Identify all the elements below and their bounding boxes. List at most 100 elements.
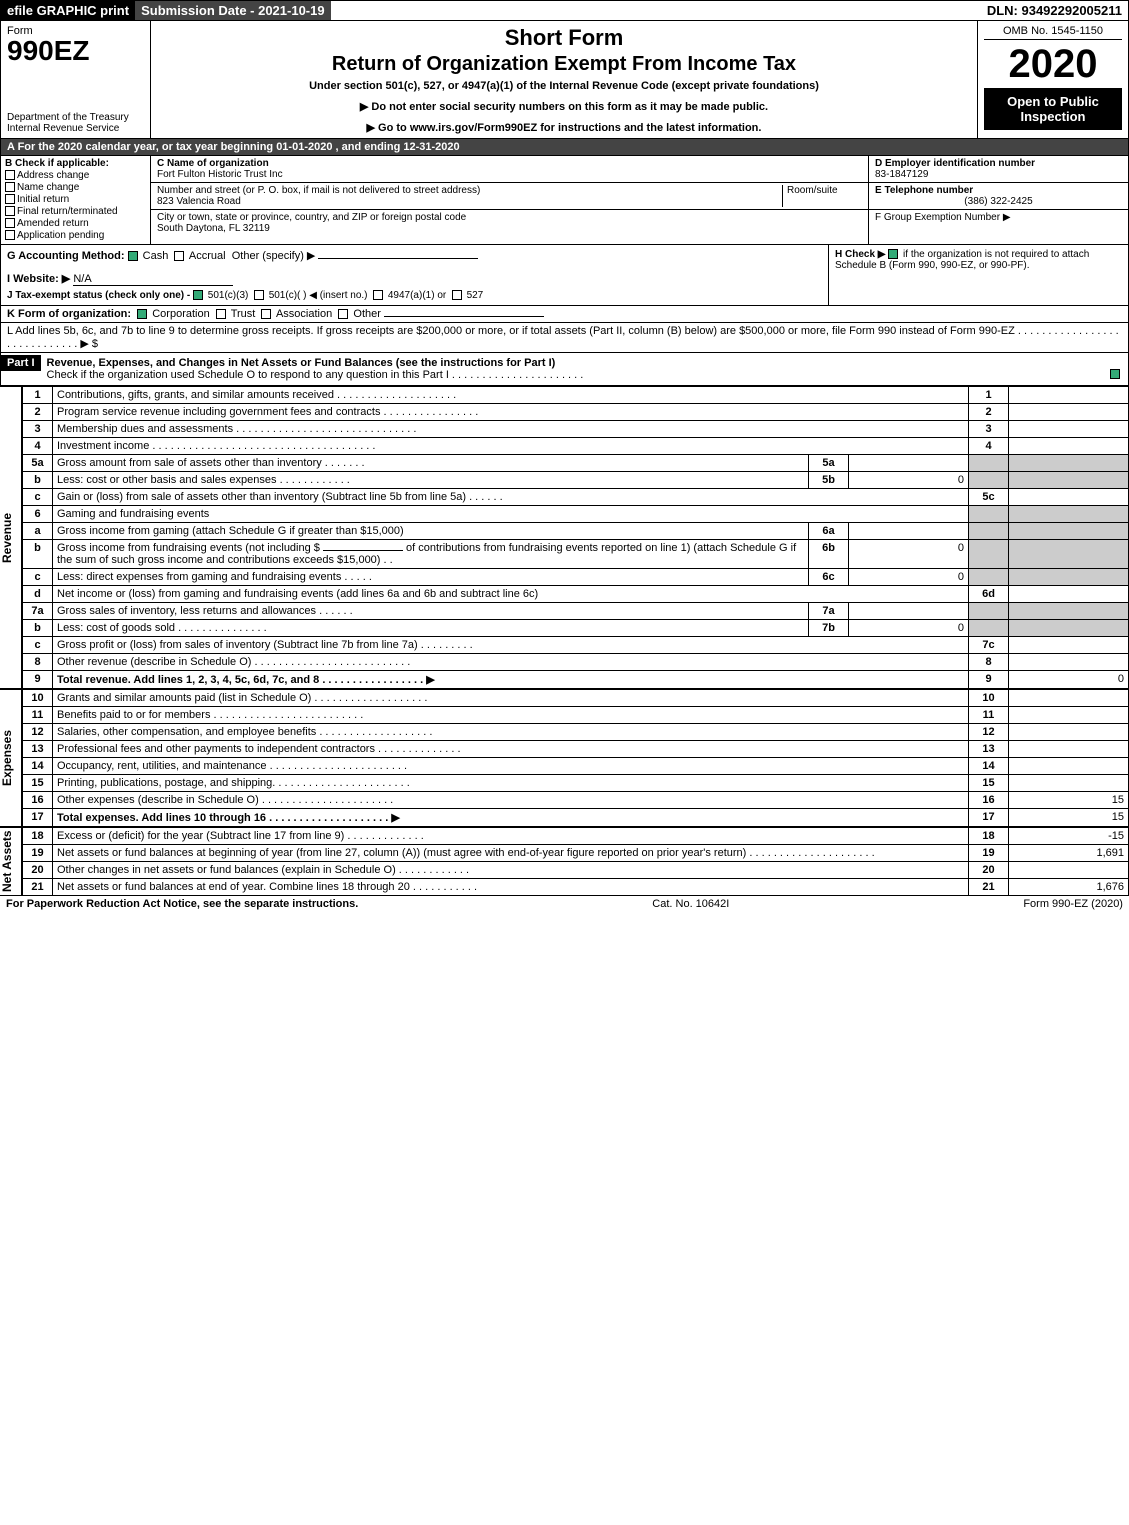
- expenses-table: 10Grants and similar amounts paid (list …: [22, 689, 1129, 827]
- line-5b: bLess: cost or other basis and sales exp…: [23, 472, 1129, 489]
- block-g-left: G Accounting Method: Cash Accrual Other …: [1, 245, 828, 305]
- chk-application-pending[interactable]: Application pending: [5, 230, 146, 241]
- revenue-label: Revenue: [0, 386, 22, 689]
- l-line: L Add lines 5b, 6c, and 7b to line 9 to …: [0, 323, 1129, 353]
- tax-year: 2020: [984, 44, 1122, 84]
- open-to-public: Open to Public Inspection: [984, 88, 1122, 130]
- header-center: Short Form Return of Organization Exempt…: [151, 21, 978, 138]
- top-bar: efile GRAPHIC print Submission Date - 20…: [0, 0, 1129, 21]
- line-21: 21Net assets or fund balances at end of …: [23, 879, 1129, 896]
- line-13: 13Professional fees and other payments t…: [23, 741, 1129, 758]
- block-b: B Check if applicable: Address change Na…: [0, 156, 1129, 245]
- chk-corporation[interactable]: [137, 309, 147, 319]
- line-20: 20Other changes in net assets or fund ba…: [23, 862, 1129, 879]
- line-16: 16Other expenses (describe in Schedule O…: [23, 792, 1129, 809]
- dept-treasury: Department of the Treasury Internal Reve…: [7, 112, 144, 134]
- chk-accrual[interactable]: [174, 251, 184, 261]
- line-7a: 7aGross sales of inventory, less returns…: [23, 603, 1129, 620]
- do-not-enter: ▶ Do not enter social security numbers o…: [157, 100, 971, 113]
- part-title: Revenue, Expenses, and Changes in Net As…: [47, 357, 556, 369]
- part-i-header: Part I Revenue, Expenses, and Changes in…: [0, 353, 1129, 386]
- chk-cash[interactable]: [128, 251, 138, 261]
- chk-501c[interactable]: [254, 290, 264, 300]
- footer: For Paperwork Reduction Act Notice, see …: [0, 896, 1129, 912]
- form-header: Form 990EZ Department of the Treasury In…: [0, 21, 1129, 139]
- goto-irs: ▶ Go to www.irs.gov/Form990EZ for instru…: [157, 121, 971, 134]
- chk-h[interactable]: [888, 249, 898, 259]
- street-label: Number and street (or P. O. box, if mail…: [157, 185, 480, 196]
- website-value: N/A: [73, 273, 233, 286]
- paperwork-notice: For Paperwork Reduction Act Notice, see …: [6, 898, 358, 910]
- line-3: 3Membership dues and assessments . . . .…: [23, 421, 1129, 438]
- net-assets-section: Net Assets 18Excess or (deficit) for the…: [0, 827, 1129, 896]
- line-17: 17Total expenses. Add lines 10 through 1…: [23, 809, 1129, 827]
- h-label: H Check ▶: [835, 249, 885, 260]
- city-label: City or town, state or province, country…: [157, 212, 466, 223]
- line-6a: aGross income from gaming (attach Schedu…: [23, 523, 1129, 540]
- line-4: 4Investment income . . . . . . . . . . .…: [23, 438, 1129, 455]
- chk-501c3[interactable]: [193, 290, 203, 300]
- omb-number: OMB No. 1545-1150: [984, 25, 1122, 40]
- block-b-checkboxes: B Check if applicable: Address change Na…: [1, 156, 151, 244]
- chk-527[interactable]: [452, 290, 462, 300]
- form-ref: Form 990-EZ (2020): [1023, 898, 1123, 910]
- line-8: 8Other revenue (describe in Schedule O) …: [23, 654, 1129, 671]
- period-row: A For the 2020 calendar year, or tax yea…: [0, 139, 1129, 156]
- j-label: J Tax-exempt status (check only one) -: [7, 290, 190, 301]
- efile-print-button[interactable]: efile GRAPHIC print: [1, 1, 135, 20]
- b-header: B Check if applicable:: [5, 158, 146, 169]
- expenses-label: Expenses: [0, 689, 22, 827]
- chk-name-change[interactable]: Name change: [5, 182, 146, 193]
- chk-address-change[interactable]: Address change: [5, 170, 146, 181]
- line-12: 12Salaries, other compensation, and empl…: [23, 724, 1129, 741]
- submission-date: Submission Date - 2021-10-19: [135, 1, 331, 20]
- header-right: OMB No. 1545-1150 2020 Open to Public In…: [978, 21, 1128, 138]
- phone-value: (386) 322-2425: [875, 196, 1122, 207]
- street-value: 823 Valencia Road: [157, 196, 241, 207]
- line-11: 11Benefits paid to or for members . . . …: [23, 707, 1129, 724]
- expenses-section: Expenses 10Grants and similar amounts pa…: [0, 689, 1129, 827]
- part-check: Check if the organization used Schedule …: [47, 369, 584, 381]
- line-18: 18Excess or (deficit) for the year (Subt…: [23, 828, 1129, 845]
- return-title: Return of Organization Exempt From Incom…: [157, 53, 971, 76]
- e-label: E Telephone number: [875, 185, 1122, 196]
- header-left: Form 990EZ Department of the Treasury In…: [1, 21, 151, 138]
- other-org-specify[interactable]: [384, 316, 544, 317]
- line-19: 19Net assets or fund balances at beginni…: [23, 845, 1129, 862]
- ein-value: 83-1847129: [875, 169, 1122, 180]
- chk-final-return[interactable]: Final return/terminated: [5, 206, 146, 217]
- net-assets-label: Net Assets: [0, 827, 22, 896]
- chk-4947[interactable]: [373, 290, 383, 300]
- line-6: 6Gaming and fundraising events: [23, 506, 1129, 523]
- line-5a: 5aGross amount from sale of assets other…: [23, 455, 1129, 472]
- net-assets-table: 18Excess or (deficit) for the year (Subt…: [22, 827, 1129, 896]
- c-label: C Name of organization: [157, 158, 269, 169]
- line-6d: dNet income or (loss) from gaming and fu…: [23, 586, 1129, 603]
- other-specify[interactable]: [318, 258, 478, 259]
- line-2: 2Program service revenue including gover…: [23, 404, 1129, 421]
- line-6c: cLess: direct expenses from gaming and f…: [23, 569, 1129, 586]
- i-label: I Website: ▶: [7, 273, 70, 285]
- chk-schedule-o[interactable]: [1110, 369, 1120, 379]
- block-b-org: C Name of organization Fort Fulton Histo…: [151, 156, 868, 244]
- short-form-title: Short Form: [157, 25, 971, 51]
- line-6b: bGross income from fundraising events (n…: [23, 540, 1129, 569]
- chk-amended-return[interactable]: Amended return: [5, 218, 146, 229]
- chk-initial-return[interactable]: Initial return: [5, 194, 146, 205]
- revenue-table: 1Contributions, gifts, grants, and simil…: [22, 386, 1129, 689]
- chk-trust[interactable]: [216, 309, 226, 319]
- block-g-h: G Accounting Method: Cash Accrual Other …: [0, 245, 1129, 306]
- line-1: 1Contributions, gifts, grants, and simil…: [23, 387, 1129, 404]
- chk-association[interactable]: [261, 309, 271, 319]
- line-7b: bLess: cost of goods sold . . . . . . . …: [23, 620, 1129, 637]
- line-14: 14Occupancy, rent, utilities, and mainte…: [23, 758, 1129, 775]
- line-5c: cGain or (loss) from sale of assets othe…: [23, 489, 1129, 506]
- line-10: 10Grants and similar amounts paid (list …: [23, 690, 1129, 707]
- chk-other-org[interactable]: [338, 309, 348, 319]
- g-label: G Accounting Method:: [7, 250, 125, 262]
- line-15: 15Printing, publications, postage, and s…: [23, 775, 1129, 792]
- revenue-section: Revenue 1Contributions, gifts, grants, a…: [0, 386, 1129, 689]
- part-label: Part I: [1, 355, 41, 371]
- catalog-number: Cat. No. 10642I: [652, 898, 729, 910]
- k-line: K Form of organization: Corporation Trus…: [0, 306, 1129, 323]
